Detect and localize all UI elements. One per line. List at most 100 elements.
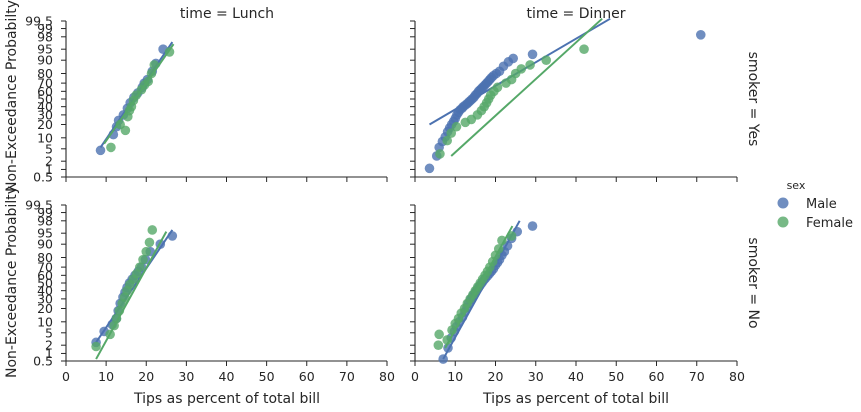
data-point-female <box>442 335 453 345</box>
data-point-female <box>435 149 445 159</box>
y-tick-label: 30 <box>37 107 53 122</box>
y-tick-label: 50 <box>37 92 53 107</box>
x-tick-label: 20 <box>488 369 504 384</box>
data-point-female <box>141 246 152 257</box>
panel-data-r1-c1 <box>433 220 538 364</box>
panel-data-r0-c1 <box>424 17 706 174</box>
y-tick-label: 98 <box>37 29 53 44</box>
y-tick-label: 98 <box>37 213 53 228</box>
data-point-female <box>516 64 527 74</box>
y-tick-label: 5 <box>45 325 53 340</box>
x-axis-title-left: Tips as percent of total bill <box>133 391 320 407</box>
data-point-male <box>527 221 538 231</box>
data-point-male <box>695 30 706 40</box>
fit-line-female <box>95 231 168 360</box>
x-tick-label: 80 <box>729 369 745 384</box>
data-point-male <box>424 163 435 174</box>
legend-title: sex <box>787 179 806 192</box>
y-tick-label: 70 <box>37 260 53 275</box>
y-tick-label: 99 <box>37 205 53 220</box>
y-tick-label: 0.5 <box>33 354 53 369</box>
data-point-female <box>144 237 155 248</box>
y-tick-label: 90 <box>37 237 53 252</box>
y-tick-label: 5 <box>45 141 53 156</box>
axes-r1-c1: 0 10 20 30 40 50 60 70 80 <box>410 204 745 384</box>
panel-data-r0-c0 <box>95 41 175 156</box>
y-tick-label: 30 <box>37 291 53 306</box>
data-point-female <box>442 135 453 146</box>
x-tick-label: 50 <box>259 369 275 384</box>
data-point-female <box>446 128 457 138</box>
y-tick-label: 1 <box>45 162 53 177</box>
y-tick-label: 0.5 <box>33 170 53 185</box>
axes-r1-c0: 0 10 20 30 40 50 60 70 800.512510203040506070809… <box>25 198 395 385</box>
y-tick-label: 40 <box>37 99 53 114</box>
data-point-female <box>143 76 154 87</box>
fit-line-female <box>450 17 603 157</box>
data-point-male <box>527 49 538 60</box>
legend-label-male: Male <box>806 197 837 212</box>
axes-r0-c1 <box>410 20 738 182</box>
data-point-female <box>434 329 444 340</box>
y-tick-label: 10 <box>37 314 53 329</box>
legend: sex Male Female <box>777 179 853 231</box>
x-tick-label: 10 <box>447 369 463 384</box>
data-point-female <box>146 68 157 79</box>
data-point-female <box>579 44 589 54</box>
x-tick-label: 30 <box>178 369 194 384</box>
data-point-female <box>135 262 145 272</box>
x-tick-label: 20 <box>138 369 154 384</box>
data-point-female <box>525 60 535 70</box>
data-point-female <box>492 82 503 93</box>
x-tick-label: 0 <box>62 369 70 384</box>
x-tick-label: 60 <box>299 369 315 384</box>
data-point-female <box>164 47 175 57</box>
x-axis-title-right: Tips as percent of total bill <box>482 391 669 407</box>
data-point-female <box>493 244 504 254</box>
row-title-smoker-yes: smoker = Yes <box>745 52 761 147</box>
x-tick-label: 60 <box>649 369 665 384</box>
data-point-male <box>508 53 519 64</box>
y-tick-label: 80 <box>37 66 53 81</box>
data-point-male <box>167 231 178 241</box>
data-point-female <box>147 225 158 235</box>
y-tick-label: 20 <box>37 117 53 132</box>
y-tick-label: 99 <box>37 21 53 36</box>
y-tick-label: 20 <box>37 301 53 316</box>
legend-marker-male <box>777 197 789 209</box>
x-tick-label: 30 <box>528 369 544 384</box>
x-tick-label: 40 <box>568 369 584 384</box>
data-point-female <box>91 341 101 352</box>
data-point-female <box>541 55 552 65</box>
data-point-female <box>451 121 462 132</box>
y-tick-label: 95 <box>37 226 53 241</box>
data-point-female <box>149 60 160 70</box>
x-tick-label: 70 <box>689 369 705 384</box>
y-tick-label: 60 <box>37 84 53 99</box>
legend-marker-female <box>777 216 789 228</box>
y-axis-title-top: Non-Exceedance Probabilty <box>4 0 20 192</box>
data-point-female <box>433 340 444 350</box>
data-point-female <box>506 231 517 241</box>
y-tick-label: 80 <box>37 250 53 265</box>
y-tick-label: 95 <box>37 42 53 57</box>
panel-data-r1-c0 <box>91 225 178 360</box>
y-tick-label: 10 <box>37 130 53 145</box>
y-tick-label: 99.5 <box>25 198 53 213</box>
col-title-lunch: time = Lunch <box>180 6 274 22</box>
y-tick-label: 2 <box>45 154 53 169</box>
data-point-female <box>497 235 507 246</box>
y-tick-label: 50 <box>37 276 53 291</box>
x-tick-label: 50 <box>608 369 624 384</box>
data-point-female <box>114 305 125 316</box>
y-tick-label: 2 <box>45 338 53 353</box>
data-point-female <box>106 142 116 153</box>
data-point-male <box>95 145 106 156</box>
data-point-female <box>120 125 131 136</box>
y-tick-label: 90 <box>37 53 53 68</box>
data-point-female <box>138 254 148 265</box>
y-tick-label: 99.5 <box>25 14 53 29</box>
y-axis-title-bottom: Non-Exceedance Probabilty <box>4 186 20 378</box>
x-tick-label: 0 <box>411 369 419 384</box>
